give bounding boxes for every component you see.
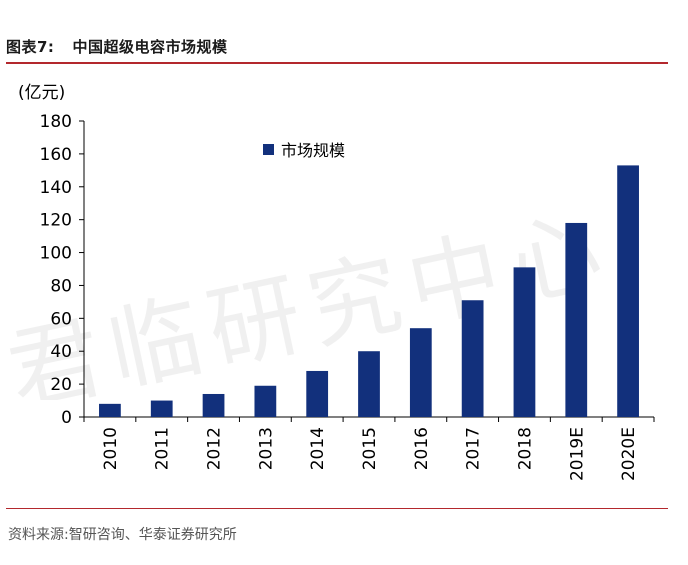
legend-label: 市场规模 — [281, 141, 345, 160]
bar — [254, 385, 277, 417]
bar — [565, 222, 588, 417]
bar — [99, 403, 121, 417]
bar — [513, 267, 536, 417]
x-tick-label: 2010 — [101, 427, 121, 470]
y-tick-label: 140 — [40, 178, 72, 198]
x-tick-label: 2012 — [205, 427, 225, 470]
x-tick-label: 2016 — [412, 427, 432, 470]
x-tick-label: 2011 — [153, 427, 173, 470]
bar — [202, 393, 225, 417]
y-tick-label: 0 — [61, 408, 72, 428]
x-tick-label: 2013 — [256, 427, 276, 470]
title-rule — [6, 62, 668, 64]
bar — [461, 300, 484, 417]
y-tick-label: 40 — [50, 342, 72, 362]
x-axis: 2010 2011 2012 2013 2014 2015 2016 2017 2018 2019… — [83, 416, 655, 481]
y-tick-label: 60 — [50, 309, 72, 329]
y-tick-label: 100 — [40, 244, 72, 264]
bar — [617, 165, 639, 417]
bar — [409, 328, 432, 417]
bar — [306, 370, 329, 417]
y-axis: 0 20 40 60 80 100 120 140 160 180 — [40, 112, 85, 428]
source-note: 资料来源:智研咨询、华泰证券研究所 — [8, 527, 237, 543]
y-tick-label: 20 — [50, 375, 72, 395]
x-tick-label: 2015 — [360, 427, 380, 470]
x-tick-label: 2014 — [308, 427, 328, 470]
y-axis-label: (亿元) — [18, 83, 65, 103]
figure-title: 图表7: 中国超级电容市场规模 — [6, 36, 227, 57]
y-tick-label: 180 — [40, 112, 72, 132]
source-rule — [6, 508, 668, 509]
legend: 市场规模 — [263, 141, 345, 160]
y-tick-label: 160 — [40, 145, 72, 165]
x-tick-label: 2018 — [515, 427, 535, 470]
figure-number: 图表7: — [6, 38, 55, 56]
x-tick-label: 2019E — [567, 427, 587, 481]
bar — [358, 351, 380, 417]
x-tick-label: 2017 — [464, 427, 484, 470]
x-tick-label: 2020E — [619, 427, 639, 481]
figure-title-text: 中国超级电容市场规模 — [72, 38, 228, 56]
legend-swatch — [263, 144, 274, 155]
bar — [150, 400, 173, 417]
y-tick-label: 80 — [50, 276, 72, 296]
bar-series — [99, 165, 639, 417]
y-tick-label: 120 — [40, 211, 72, 231]
